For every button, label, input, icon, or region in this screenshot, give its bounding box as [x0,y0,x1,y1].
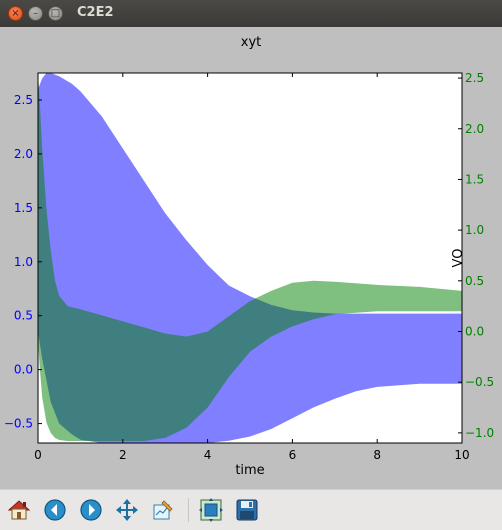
right-y-tick-label: 0.0 [465,324,484,338]
left-y-tick-label: 2.0 [14,147,33,161]
pan-icon [116,499,138,521]
right-y-tick-label: −1.0 [465,426,494,440]
right-y-tick-label: 0.5 [465,274,484,288]
edit-button[interactable] [150,497,176,523]
x-tick-label: 6 [289,448,297,462]
chart-title: xyt [241,35,261,50]
title-bar: × – □ C2E2 [0,0,502,28]
left-y-tick-label: 1.0 [14,255,33,269]
left-y-tick-label: −0.5 [4,417,33,431]
x-tick-label: 8 [373,448,381,462]
vo-band-series [38,73,462,441]
left-y-tick-label: 0.5 [14,309,33,323]
plot[interactable]: xyt 0 2 4 6 8 10 −0.5 0.0 0.5 1.0 1.5 2.0 2.5 −1.0 −0.… [0,27,502,489]
forward-button[interactable] [78,497,104,523]
right-y-tick-label: 1.0 [465,223,484,237]
left-y-tick-label: 0.0 [14,363,33,377]
axes-frame [37,72,463,444]
toolbar-separator [188,498,189,522]
navigation-toolbar [0,489,502,530]
back-icon [44,499,66,521]
series-layer [38,73,462,443]
right-y-axis-label: VO [451,249,466,268]
x-tick-label: 10 [454,448,469,462]
back-button[interactable] [42,497,68,523]
close-window-button[interactable]: × [8,6,23,21]
save-icon [236,499,258,521]
right-y-tick-label: 1.5 [465,172,484,186]
x-axis-label: time [235,463,264,478]
right-y-tick-label: 2.0 [465,122,484,136]
x-tick-label: 4 [204,448,212,462]
x-tick-label: 2 [119,448,127,462]
right-y-tick-label: −0.5 [465,375,494,389]
home-icon [7,500,31,520]
forward-icon [80,499,102,521]
right-y-tick-label: 2.5 [465,71,484,85]
save-button[interactable] [234,497,260,523]
window-title: C2E2 [77,5,114,20]
pan-button[interactable] [114,497,140,523]
minimize-window-button[interactable]: – [28,6,43,21]
left-y-tick-label: 2.5 [14,93,33,107]
edit-icon [153,500,173,520]
x-tick-label: 0 [34,448,42,462]
ticks-layer: 0 2 4 6 8 10 −0.5 0.0 0.5 1.0 1.5 2.0 2.5 −1.0 −0.5 0.0… [4,71,494,462]
subplots-icon [199,498,223,522]
subplots-button[interactable] [198,497,224,523]
left-y-tick-label: 1.5 [14,201,33,215]
maximize-window-button[interactable]: □ [48,6,63,21]
home-button[interactable] [6,497,32,523]
